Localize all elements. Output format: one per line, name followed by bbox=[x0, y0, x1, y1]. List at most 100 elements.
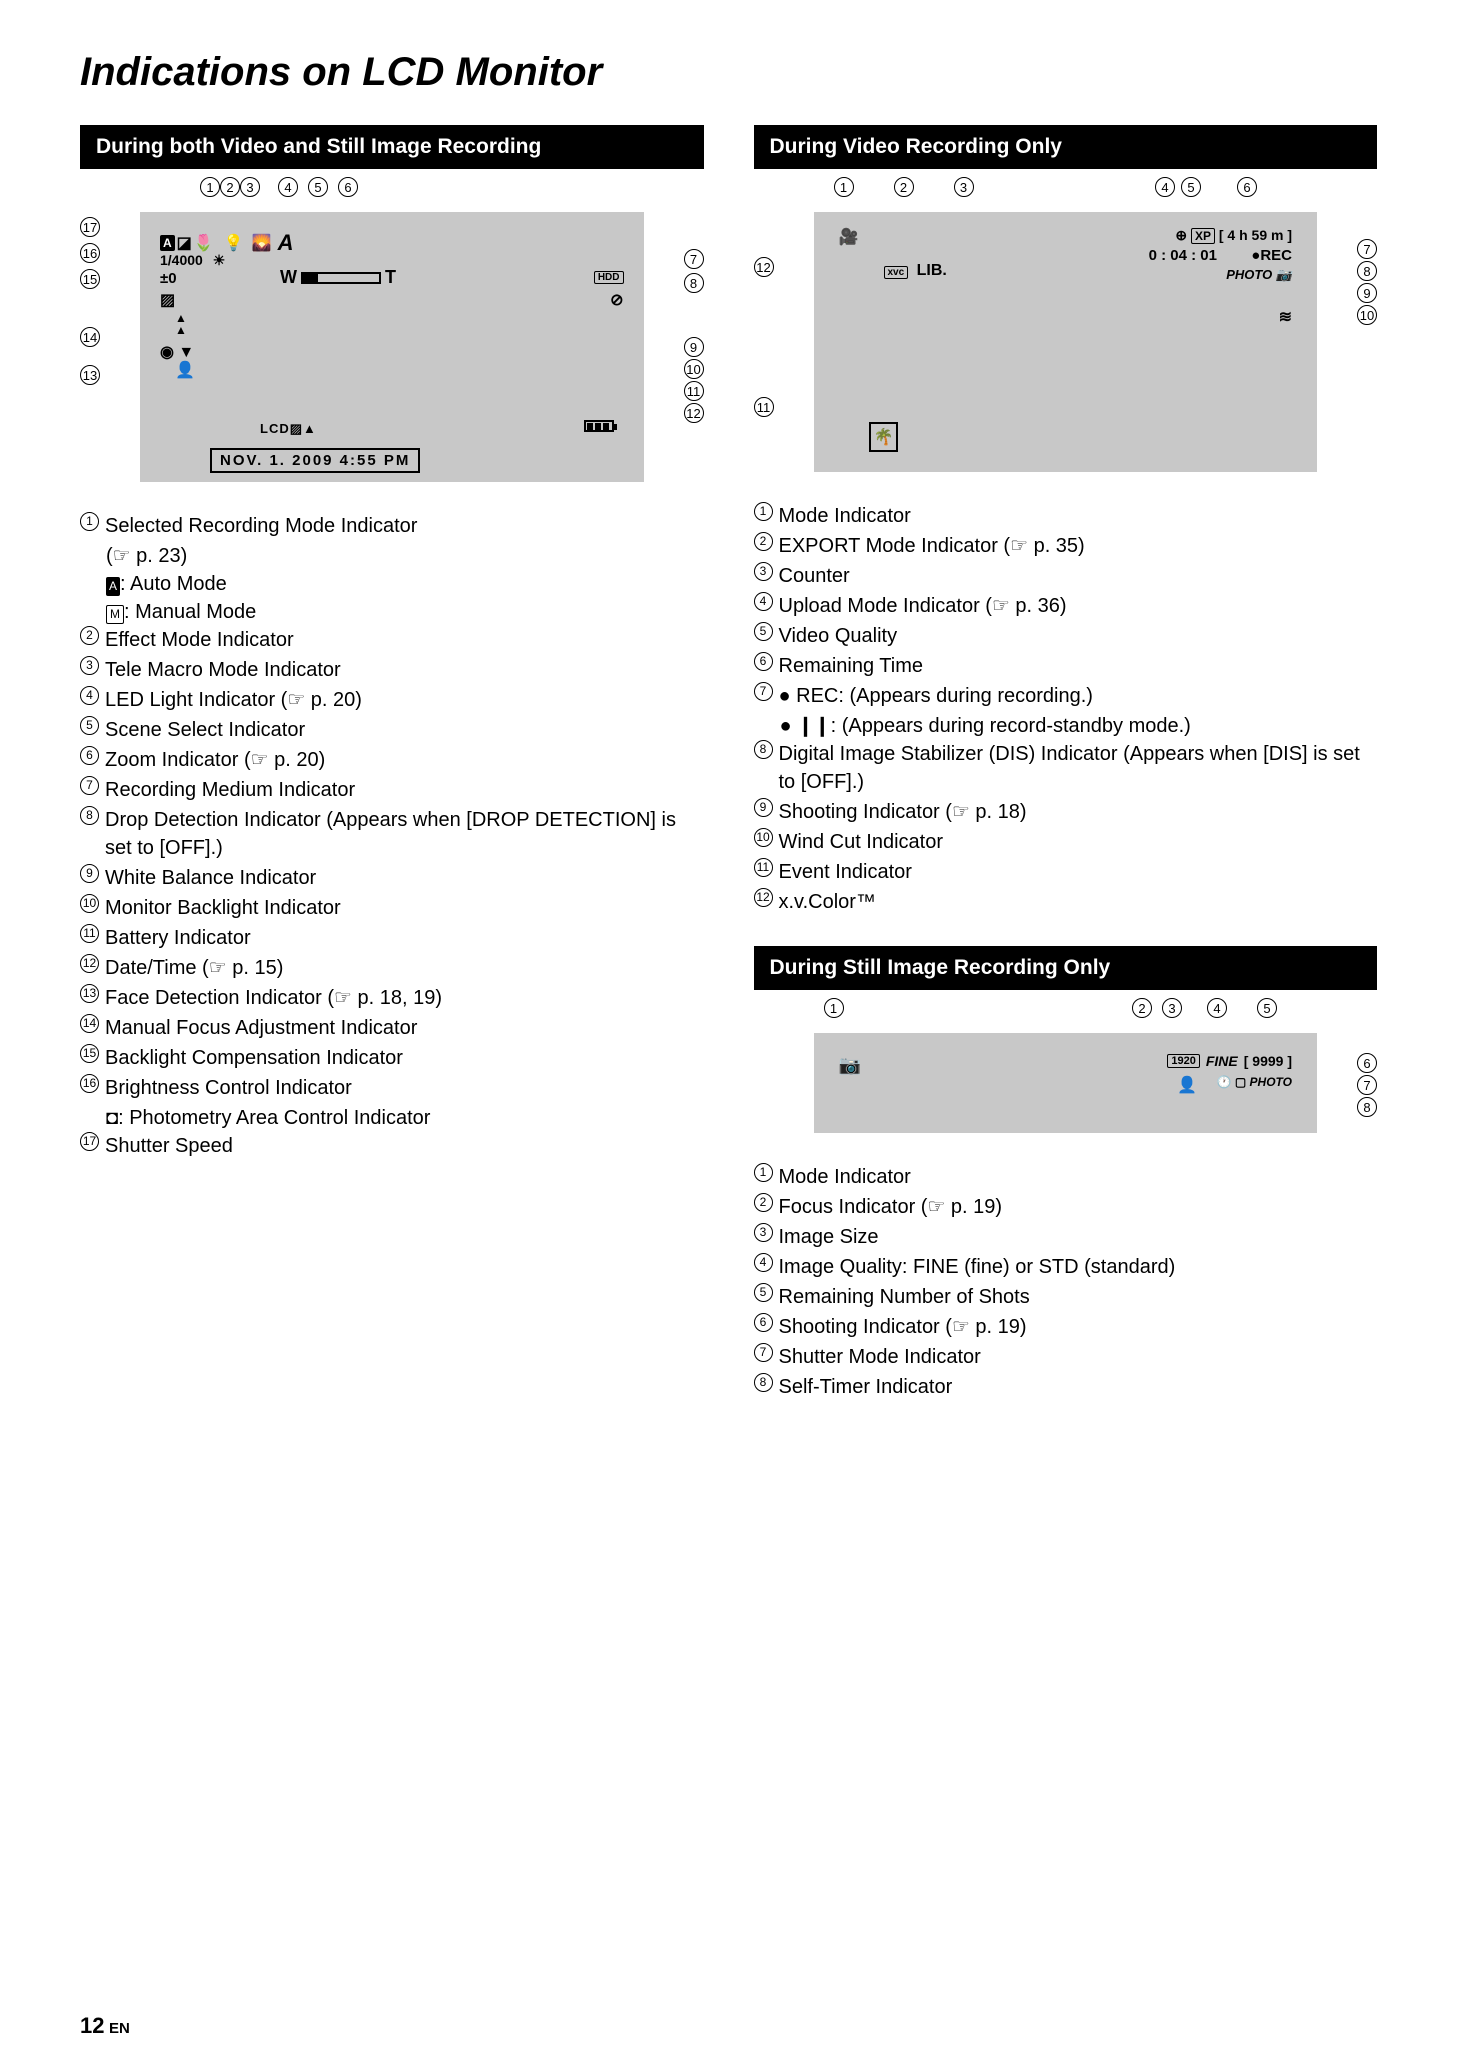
page-number: 12 EN bbox=[80, 2013, 130, 2039]
item-text: Image Size bbox=[779, 1223, 1378, 1251]
timer-icon: 🕐 bbox=[1217, 1075, 1232, 1089]
item-text: ● REC: (Appears during recording.) bbox=[779, 682, 1378, 710]
effect-icon: ◪ bbox=[177, 233, 192, 253]
video-mode-icon: 🎥 bbox=[839, 227, 859, 247]
definition-item: 4Image Quality: FINE (fine) or STD (stan… bbox=[754, 1253, 1378, 1281]
item-number: 1 bbox=[754, 502, 773, 521]
item-number: 16 bbox=[80, 1074, 99, 1093]
v-callout-11: 11 bbox=[754, 397, 774, 417]
wind-icon: ≋ bbox=[1279, 307, 1292, 327]
item-text: Tele Macro Mode Indicator bbox=[105, 656, 704, 684]
definition-item: 9White Balance Indicator bbox=[80, 864, 704, 892]
lcd-diagram-still: 📷 1920 FINE [ 9999 ] 👤 🕐 ▢ PHOTO bbox=[814, 1033, 1318, 1133]
s-callout-5: 5 bbox=[1257, 998, 1277, 1018]
s-callout-8: 8 bbox=[1357, 1097, 1377, 1117]
shutter-mode-icon: ▢ bbox=[1235, 1075, 1246, 1089]
item-text: Zoom Indicator (☞ p. 20) bbox=[105, 746, 704, 774]
item-number: 4 bbox=[80, 686, 99, 705]
left-column: During both Video and Still Image Record… bbox=[80, 125, 704, 1403]
definition-list-still: 1Mode Indicator2Focus Indicator (☞ p. 19… bbox=[754, 1163, 1378, 1401]
scene-icon: 🌄 bbox=[252, 233, 272, 253]
v-callout-12: 12 bbox=[754, 257, 774, 277]
page-title: Indications on LCD Monitor bbox=[80, 50, 1377, 95]
item-number: 6 bbox=[80, 746, 99, 765]
camera-mode-icon: 📷 bbox=[839, 1055, 861, 1076]
callout-6: 6 bbox=[338, 177, 358, 197]
led-icon: 💡 bbox=[224, 233, 244, 253]
s-callout-7: 7 bbox=[1357, 1075, 1377, 1095]
definition-item: 2Effect Mode Indicator bbox=[80, 626, 704, 654]
item-text: Backlight Compensation Indicator bbox=[105, 1044, 704, 1072]
definition-item: 5Scene Select Indicator bbox=[80, 716, 704, 744]
quality-label: FINE bbox=[1206, 1053, 1238, 1069]
definition-item: 2 Focus Indicator (☞ p. 19) bbox=[754, 1193, 1378, 1221]
counter-value: 0 : 04 : 01 bbox=[1149, 247, 1217, 264]
item-text: Focus Indicator (☞ p. 19) bbox=[779, 1193, 1378, 1221]
s-callout-4: 4 bbox=[1207, 998, 1227, 1018]
item-text: Image Quality: FINE (fine) or STD (stand… bbox=[779, 1253, 1378, 1281]
definition-item: 9Shooting Indicator (☞ p. 18) bbox=[754, 798, 1378, 826]
exposure-value: ±0 bbox=[160, 270, 177, 287]
shots-remaining: [ 9999 ] bbox=[1244, 1053, 1292, 1069]
item-text: Monitor Backlight Indicator bbox=[105, 894, 704, 922]
mode-a: A bbox=[278, 230, 294, 256]
definition-item: 8Drop Detection Indicator (Appears when … bbox=[80, 806, 704, 862]
s-callout-2: 2 bbox=[1132, 998, 1152, 1018]
section-header-video: During Video Recording Only bbox=[754, 125, 1378, 169]
definition-item: 10Monitor Backlight Indicator bbox=[80, 894, 704, 922]
definition-item: 5Video Quality bbox=[754, 622, 1378, 650]
definition-item: 6Shooting Indicator (☞ p. 19) bbox=[754, 1313, 1378, 1341]
item-text: Event Indicator bbox=[779, 858, 1378, 886]
definition-item: 13Face Detection Indicator (☞ p. 18, 19) bbox=[80, 984, 704, 1012]
item-text: EXPORT Mode Indicator (☞ p. 35) bbox=[779, 532, 1378, 560]
item-text: Manual Focus Adjustment Indicator bbox=[105, 1014, 704, 1042]
item-text: Upload Mode Indicator (☞ p. 36) bbox=[779, 592, 1378, 620]
battery-icon bbox=[584, 419, 614, 437]
item-number: 13 bbox=[80, 984, 99, 1003]
definition-list-both: 1Selected Recording Mode Indicator(☞ p. … bbox=[80, 512, 704, 1160]
item-number: 12 bbox=[80, 954, 99, 973]
definition-item: 3Tele Macro Mode Indicator bbox=[80, 656, 704, 684]
item-text: Mode Indicator bbox=[779, 502, 1378, 530]
v-callout-8: 8 bbox=[1357, 261, 1377, 281]
definition-item: 6 Zoom Indicator (☞ p. 20) bbox=[80, 746, 704, 774]
item-text: Selected Recording Mode Indicator bbox=[105, 512, 704, 540]
callout-8: 8 bbox=[684, 273, 704, 293]
item-number: 3 bbox=[754, 562, 773, 581]
item-subtext: A: Auto Mode bbox=[80, 570, 704, 598]
item-subtext: M: Manual Mode bbox=[80, 598, 704, 626]
definition-item: 10Wind Cut Indicator bbox=[754, 828, 1378, 856]
item-number: 17 bbox=[80, 1132, 99, 1151]
hdd-icon: HDD bbox=[594, 271, 624, 284]
definition-item: 17Shutter Speed bbox=[80, 1132, 704, 1160]
item-subtext: ● ❙❙: (Appears during record-standby mod… bbox=[754, 712, 1378, 740]
definition-item: 7Shutter Mode Indicator bbox=[754, 1343, 1378, 1371]
item-number: 7 bbox=[754, 1343, 773, 1362]
definition-item: 12Date/Time (☞ p. 15) bbox=[80, 954, 704, 982]
item-text: Recording Medium Indicator bbox=[105, 776, 704, 804]
item-number: 5 bbox=[80, 716, 99, 735]
zoom-t: T bbox=[385, 267, 396, 288]
v-callout-6: 6 bbox=[1237, 177, 1257, 197]
definition-item: 4LED Light Indicator (☞ p. 20) bbox=[80, 686, 704, 714]
item-text: Brightness Control Indicator bbox=[105, 1074, 704, 1102]
v-callout-5: 5 bbox=[1181, 177, 1201, 197]
item-number: 8 bbox=[754, 1373, 773, 1392]
callout-4: 4 bbox=[278, 177, 298, 197]
item-subtext: ◘: Photometry Area Control Indicator bbox=[80, 1104, 704, 1132]
definition-item: 11Battery Indicator bbox=[80, 924, 704, 952]
upload-icon: ⊕ bbox=[1175, 227, 1187, 243]
content-columns: During both Video and Still Image Record… bbox=[80, 125, 1377, 1403]
definition-item: 8Digital Image Stabilizer (DIS) Indicato… bbox=[754, 740, 1378, 796]
callout-1: 1 bbox=[200, 177, 220, 197]
remaining-time: [ 4 h 59 m ] bbox=[1219, 227, 1292, 243]
definition-item: 7Recording Medium Indicator bbox=[80, 776, 704, 804]
item-number: 2 bbox=[754, 1193, 773, 1212]
callout-3: 3 bbox=[240, 177, 260, 197]
definition-list-video: 1Mode Indicator2EXPORT Mode Indicator (☞… bbox=[754, 502, 1378, 916]
callout-2: 2 bbox=[220, 177, 240, 197]
item-number: 11 bbox=[80, 924, 99, 943]
item-text: Remaining Number of Shots bbox=[779, 1283, 1378, 1311]
definition-item: 5Remaining Number of Shots bbox=[754, 1283, 1378, 1311]
callout-7: 7 bbox=[684, 249, 704, 269]
